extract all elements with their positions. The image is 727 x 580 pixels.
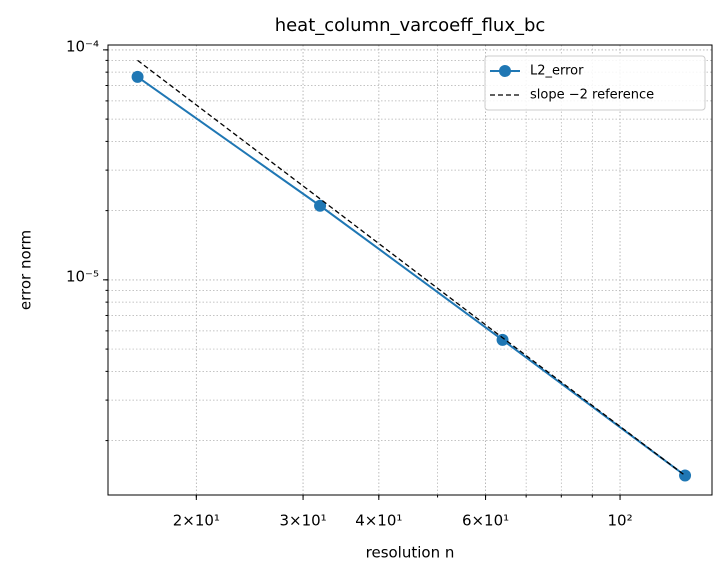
x-tick-label: 10² <box>607 512 632 530</box>
y-axis-label: error norm <box>17 230 35 310</box>
series-line <box>137 59 686 477</box>
plot-frame <box>107 44 713 496</box>
y-tick-label: 10⁻⁴ <box>66 37 99 55</box>
legend-label: L2_error <box>530 64 584 79</box>
x-tick-label: 3×10¹ <box>279 512 326 530</box>
data-point <box>131 70 144 83</box>
x-tick-label: 6×10¹ <box>462 512 509 530</box>
legend-label: slope −2 reference <box>530 88 654 103</box>
data-point <box>679 469 692 482</box>
data-point <box>314 199 327 212</box>
y-tick-label: 10⁻⁵ <box>66 267 99 285</box>
x-tick-label: 2×10¹ <box>173 512 220 530</box>
x-tick-label: 4×10¹ <box>355 512 402 530</box>
series-line <box>136 76 686 477</box>
x-axis-label: resolution n <box>366 544 455 562</box>
data-point <box>496 333 509 346</box>
chart-title: heat_column_varcoeff_flux_bc <box>275 15 546 36</box>
legend-marker <box>499 65 511 77</box>
legend-box <box>484 55 706 111</box>
